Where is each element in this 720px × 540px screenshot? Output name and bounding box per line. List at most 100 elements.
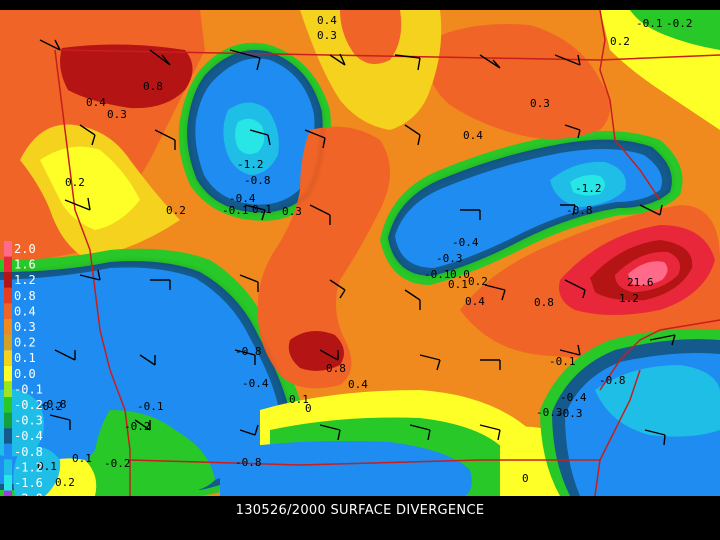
legend-label: 0.8 [14, 289, 36, 303]
legend-swatch [4, 397, 12, 413]
contour-label: 0.4 [463, 129, 483, 142]
contour-label: 0.1 [252, 203, 272, 216]
legend-swatch [4, 287, 12, 304]
contour-zone-top-right-orange [427, 24, 610, 139]
contour-zone-right-mid-core [570, 174, 605, 196]
contour-label: 0.3 [107, 108, 127, 121]
divergence-map: 0.4 0.3 0.8 0.4 0.3 0.2 0.2 -1.2 -0.8 -0… [0, 10, 720, 496]
contour-label: 0.2 [65, 176, 85, 189]
legend-label: -0.2 [14, 398, 43, 412]
contour-label: 0.3 [282, 205, 302, 218]
contour-label: -0.4 [560, 391, 587, 404]
legend-label: -1.2 [14, 460, 43, 474]
contour-label: 0.3 [317, 29, 337, 42]
contour-zone-central-orange [257, 126, 390, 389]
contour-zone-bottom-left-green [60, 410, 215, 496]
contour-label: -0.8 [566, 204, 593, 217]
legend-swatch [4, 490, 12, 496]
contour-zone-southeast-light [595, 365, 720, 437]
contour-label: -0.3 [556, 407, 583, 420]
legend-label: -0.4 [14, 429, 43, 443]
legend-swatch [4, 381, 12, 397]
contour-label: -0.1 [222, 204, 249, 217]
legend-swatch [4, 412, 12, 429]
color-legend: 2.01.61.20.80.40.30.20.10.0-0.1-0.2-0.3-… [4, 241, 43, 496]
contour-label: 0.1 [448, 278, 468, 291]
contour-zone-top-right-green [630, 10, 720, 50]
legend-label: -0.1 [14, 382, 43, 396]
contour-label: 0.2 [468, 275, 488, 288]
contour-label: 0.8 [143, 80, 163, 93]
contour-label: -1.2 [237, 158, 264, 171]
contour-label: -0.1 [424, 268, 451, 281]
contour-label: 0.3 [530, 97, 550, 110]
contour-zone-east-pink-core [628, 261, 668, 286]
contour-label: -0.8 [599, 374, 626, 387]
legend-swatch [4, 350, 12, 366]
contour-label: -0.2 [104, 457, 131, 470]
bottom-black-bar [0, 496, 720, 540]
legend-swatch [4, 428, 12, 444]
legend-swatch [4, 459, 12, 475]
contour-label: 0.2 [55, 476, 75, 489]
legend-swatch [4, 319, 12, 335]
legend-label: 0.4 [14, 304, 36, 318]
legend-swatch [4, 256, 12, 273]
legend-label: 1.6 [14, 258, 36, 272]
legend-label: 0.0 [14, 367, 36, 381]
contour-label: 0.2 [610, 35, 630, 48]
contour-zone-left-yellow-inner [40, 146, 140, 230]
contour-label: -0.4 [229, 192, 256, 205]
contour-label: -0.8 [40, 398, 67, 411]
contour-label: 0.8 [534, 296, 554, 309]
legend-swatch [4, 365, 12, 382]
legend-label: -1.6 [14, 476, 43, 490]
contour-zone-top-mid-yellow [300, 10, 442, 130]
contour-zone-bottom-blue-band [220, 441, 472, 496]
contour-label: 0.1 [37, 460, 57, 473]
legend-swatch [4, 443, 12, 460]
contour-label: -0.3 [536, 406, 563, 419]
state-borders [54, 10, 720, 496]
contour-label: -0.3 [436, 252, 463, 265]
legend-swatch [4, 272, 12, 288]
contour-label: -0.1 [137, 400, 164, 413]
contour-label: 0.1 [72, 452, 92, 465]
contour-label: -0.4 [452, 236, 479, 249]
contour-label: -0.1 [636, 17, 663, 30]
contour-label: 0.4 [317, 14, 337, 27]
top-black-bar [0, 0, 720, 10]
legend-label: 0.3 [14, 320, 36, 334]
contour-label: 0.2 [166, 204, 186, 217]
contour-label: -0.8 [244, 174, 271, 187]
contour-label: -0.2 [36, 400, 63, 413]
contour-label: -0.2 [124, 420, 151, 433]
contour-label: -0.4 [242, 377, 269, 390]
contour-label: -0.1 [549, 355, 576, 368]
contour-zone-bottom-left-light [13, 446, 61, 496]
contour-label: 0.4 [86, 96, 106, 109]
contour-zone-topleft-red-core [60, 44, 193, 109]
contour-label: -0.2 [666, 17, 693, 30]
contour-label: 0.1 [289, 393, 309, 406]
map-caption: 130526/2000 SURFACE DIVERGENCE [235, 503, 485, 518]
contour-label: 21.6 [627, 276, 654, 289]
wind-barbs [39, 39, 676, 446]
contour-label: 0.4 [348, 378, 368, 391]
contour-label: 0.0 [450, 268, 470, 281]
legend-label: 0.2 [14, 336, 36, 350]
legend-label: 0.1 [14, 351, 36, 365]
contour-label: -0.8 [235, 345, 262, 358]
contour-labels: 0.4 0.3 0.8 0.4 0.3 0.2 0.2 -1.2 -0.8 -0… [36, 14, 693, 489]
legend-label: -0.3 [14, 414, 43, 428]
contour-label: 0.4 [465, 295, 485, 308]
contour-label: 0 [305, 402, 312, 415]
legend-label: 1.2 [14, 273, 36, 287]
contour-zone-central-red-core [288, 331, 344, 371]
contour-label: -0.8 [235, 456, 262, 469]
legend-label: -0.8 [14, 445, 43, 459]
contour-label: 0.8 [326, 362, 346, 375]
legend-swatch [4, 303, 12, 319]
contour-label: -1.2 [575, 182, 602, 195]
contour-zone-upper-mid-core [235, 118, 265, 155]
